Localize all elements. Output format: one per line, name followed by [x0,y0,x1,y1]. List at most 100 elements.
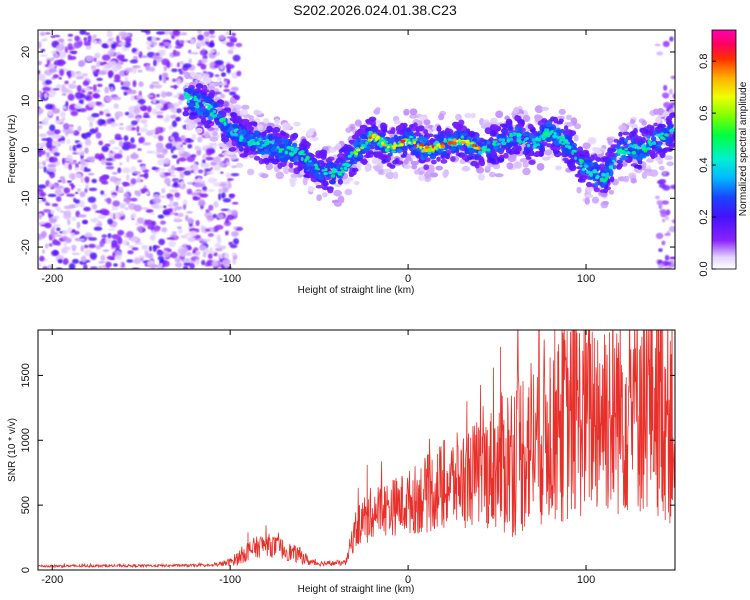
noise-blob [223,88,230,93]
noise-blob [81,133,86,138]
noise-blob [58,38,65,43]
noise-blob [67,218,71,226]
ridge-blob [653,108,659,115]
noise-blob [159,172,164,176]
noise-blob [160,91,167,98]
noise-blob [60,210,64,213]
noise-blob [152,193,160,199]
ridge-blob [230,132,235,136]
noise-blob [45,151,51,158]
noise-blob [39,54,48,57]
noise-blob [185,214,189,222]
ridge-blob [379,132,386,138]
ridge-blob [458,119,465,126]
noise-blob [136,217,144,224]
ridge-blob [397,135,402,142]
ridge-blob [396,130,402,135]
ridge-blob [631,151,637,155]
ridge-blob [306,129,314,136]
ridge-blob [316,194,322,202]
noise-blob [171,120,178,128]
snr-xtick-label: -100 [219,574,241,586]
noise-blob [112,172,118,175]
noise-blob [232,238,240,245]
noise-blob [157,168,166,171]
ridge-blob [502,123,508,130]
ridge-blob [589,173,593,177]
ridge-blob [636,146,640,150]
ridge-blob [345,127,352,133]
ridge-blob [555,165,563,171]
ridge-blob [661,132,665,135]
noise-blob [107,228,116,231]
ridge-peak [392,147,396,150]
ridge-blob [486,144,492,149]
noise-blob [133,204,142,212]
ridge-blob [403,159,409,165]
noise-blob [194,190,203,193]
noise-blob [208,204,214,211]
noise-blob [144,250,149,256]
noise-blob [76,150,81,155]
noise-blob [38,133,47,138]
noise-blob [51,57,55,60]
ridge-blob [542,131,548,135]
ridge-blob [185,123,194,131]
noise-blob [133,257,141,265]
ridge-blob [202,101,206,105]
noise-blob [180,235,189,239]
ridge-blob [341,170,345,174]
noise-blob [49,147,53,152]
noise-blob [83,87,91,91]
noise-blob [48,182,53,188]
ridge-blob [546,122,552,128]
ridge-blob [249,121,258,126]
noise-blob [165,76,169,81]
ridge-blob [541,118,548,123]
ridge-blob [494,173,504,178]
ridge-blob [443,139,448,143]
ridge-blob [669,112,675,118]
ridge-blob [498,138,503,142]
noise-blob [226,36,235,39]
noise-blob [114,74,121,81]
noise-blob [176,226,182,230]
ridge-blob [274,118,280,125]
ridge-peak [396,144,401,147]
noise-blob [205,228,211,232]
ridge-blob [284,150,289,155]
noise-blob [130,197,138,202]
noise-blob [67,72,72,79]
noise-blob [119,122,124,126]
noise-blob [56,227,61,232]
noise-blob [54,234,63,238]
ridge-blob [359,135,365,139]
ridge-blob [410,160,419,166]
noise-blob [125,174,130,181]
noise-blob [141,55,148,58]
noise-blob [140,30,148,33]
noise-blob [130,137,135,144]
noise-blob [124,67,134,72]
noise-blob [68,83,75,89]
ridge-blob [405,129,412,133]
ridge-blob [436,126,442,132]
noise-blob [207,188,215,193]
noise-blob [221,72,226,77]
ridge-blob [617,153,621,156]
noise-blob [205,248,209,254]
ridge-blob [592,170,597,174]
noise-blob [156,115,164,119]
ridge-peak [465,139,470,144]
noise-blob [113,103,119,109]
noise-blob [44,222,52,229]
noise-blob [136,95,144,100]
ridge-blob [514,161,522,169]
noise-blob [144,191,150,195]
ridge-peak [367,138,371,142]
noise-blob [150,203,160,209]
noise-blob [42,160,46,167]
noise-blob [62,258,69,265]
noise-blob [138,90,143,97]
noise-blob [135,222,139,226]
